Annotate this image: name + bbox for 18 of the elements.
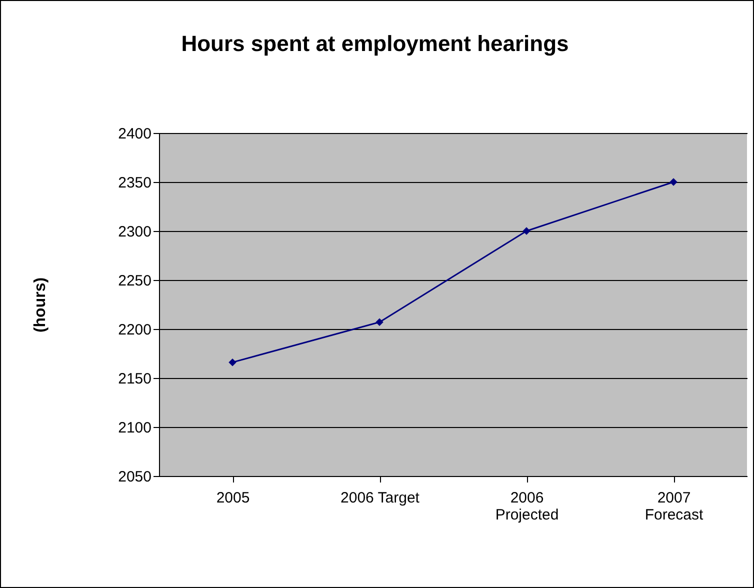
y-tick-label: 2150 <box>118 370 152 388</box>
x-tick-label: 2005 <box>216 490 250 506</box>
y-tick-label: 2200 <box>118 322 152 338</box>
y-tick-label: 2100 <box>118 420 152 436</box>
y-tick-label: 2050 <box>118 468 152 486</box>
y-axis-title: (hours) <box>32 277 50 333</box>
point <box>670 178 678 186</box>
point <box>228 358 236 366</box>
x-tick-label: 2006 Target <box>340 490 420 506</box>
point <box>522 227 530 235</box>
y-tick-label: 2250 <box>118 272 152 290</box>
x-tick-label: 2006 Projected <box>495 490 559 524</box>
y-tick-label: 2400 <box>118 126 152 142</box>
y-tick-label: 2300 <box>118 224 152 240</box>
y-tick-label: 2350 <box>118 174 152 192</box>
x-tick-label: 2007 Forecast <box>644 490 704 524</box>
chart-title: Hours spent at employment hearings <box>181 31 569 56</box>
point <box>376 318 384 326</box>
